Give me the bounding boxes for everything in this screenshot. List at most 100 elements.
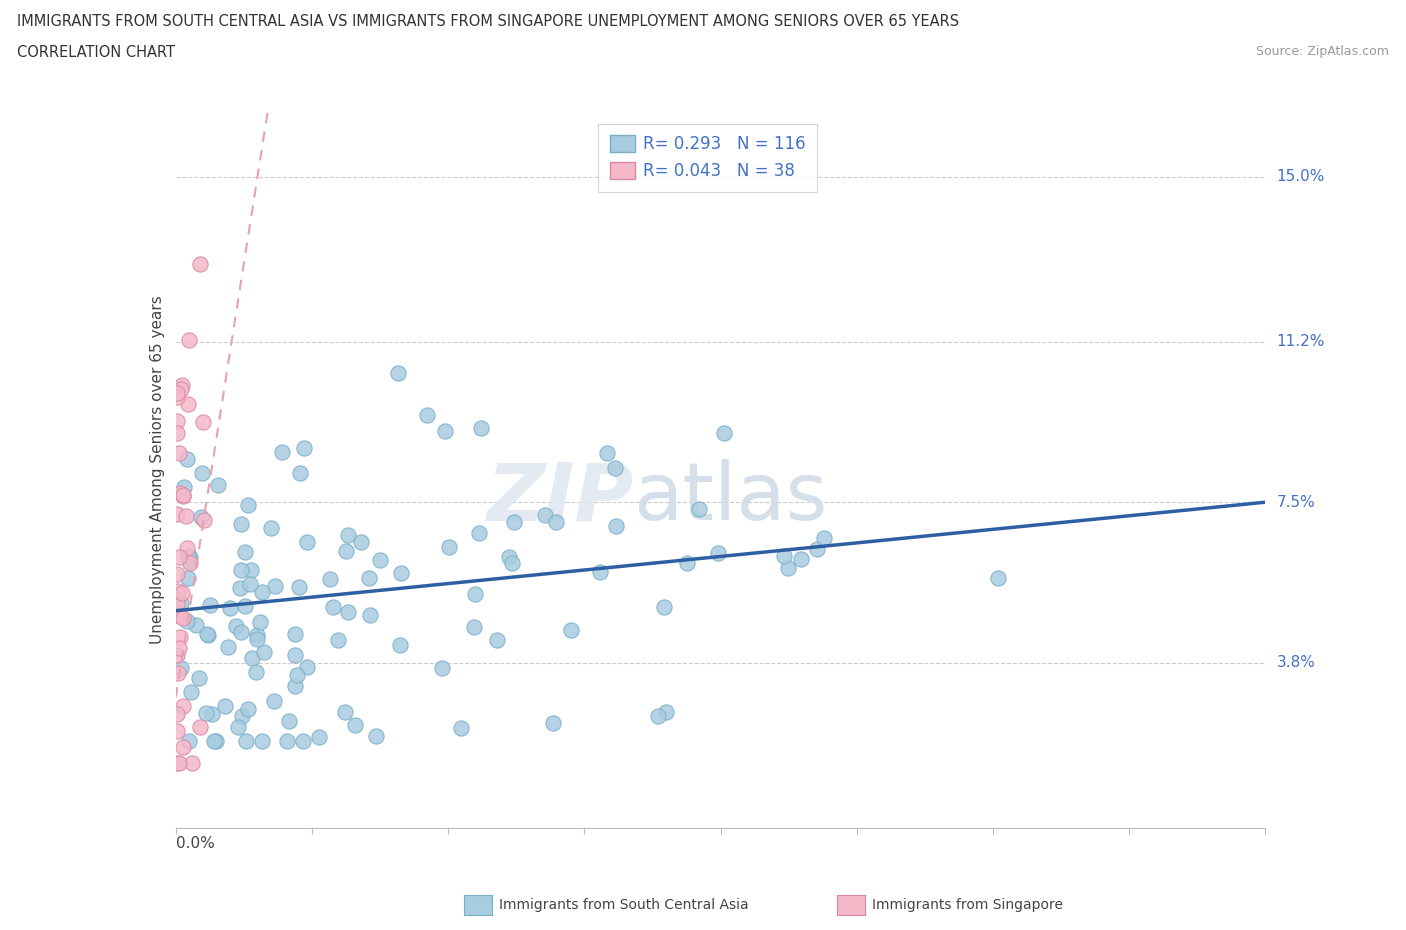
Point [464,587,486,602]
Point [188,257,211,272]
Text: 7.5%: 7.5% [1277,495,1315,510]
Point [328,633,350,648]
Point [179,550,201,565]
Point [240,563,263,578]
Point [235,599,257,614]
Point [233,545,256,560]
Point [167,608,190,623]
Point [546,515,568,530]
Point [501,556,523,571]
Point [174,508,197,523]
Point [502,514,524,529]
Point [534,508,557,523]
Point [236,701,259,716]
Point [647,709,669,724]
Point [288,466,311,481]
Point [166,666,188,681]
Point [173,479,195,494]
Point [264,578,287,593]
Point [166,566,188,581]
Point [249,615,271,630]
Point [364,729,387,744]
Point [169,486,191,501]
Text: ZIP: ZIP [486,459,633,538]
Point [806,541,828,556]
Point [176,540,198,555]
Text: 0.0%: 0.0% [176,836,215,851]
Point [170,661,193,676]
Point [387,365,409,380]
Point [498,550,520,565]
Point [167,549,190,564]
Point [284,678,307,693]
Text: IMMIGRANTS FROM SOUTH CENTRAL ASIA VS IMMIGRANTS FROM SINGAPORE UNEMPLOYMENT AMO: IMMIGRANTS FROM SOUTH CENTRAL ASIA VS IM… [17,14,959,29]
Point [170,378,193,392]
Point [173,489,195,504]
Point [246,632,269,647]
Point [486,632,509,647]
Point [201,707,224,722]
Point [226,720,249,735]
Point [177,397,200,412]
Point [176,614,198,629]
Point [560,623,582,638]
Point [416,408,439,423]
Point [236,497,259,512]
Point [463,619,485,634]
Point [288,580,311,595]
Point [322,599,344,614]
Point [370,553,392,568]
Point [176,570,198,585]
Point [195,626,218,641]
Point [176,451,198,466]
Point [776,561,799,576]
Point [235,734,257,749]
Point [166,390,188,405]
Point [292,440,315,455]
Point [285,668,308,683]
Point [772,549,794,564]
Point [177,734,200,749]
Point [166,724,188,738]
Point [652,600,675,615]
Point [197,628,219,643]
Point [172,698,194,713]
Point [434,423,457,438]
Point [813,530,835,545]
Point [193,415,215,430]
Point [336,604,359,619]
Point [335,544,357,559]
Point [541,716,564,731]
Point [790,551,813,566]
Point [170,585,193,600]
Text: atlas: atlas [633,459,828,538]
Text: CORRELATION CHART: CORRELATION CHART [17,45,174,60]
Point [172,611,194,626]
Point [277,713,299,728]
Point [359,570,381,585]
Point [181,755,204,770]
Point [1281,411,1303,426]
Point [184,618,207,632]
Point [297,659,319,674]
Point [205,734,228,749]
Point [225,618,247,633]
Point [207,477,229,492]
Point [229,624,252,639]
Point [167,641,190,656]
Point [202,734,225,749]
Point [187,671,209,685]
Point [337,527,360,542]
Point [605,519,627,534]
Point [167,755,190,770]
Point [172,488,194,503]
Point [177,548,200,563]
Point [308,729,330,744]
Point [450,720,472,735]
Point [190,510,212,525]
Point [166,413,188,428]
Point [180,684,202,699]
Point [253,644,276,659]
Point [229,580,252,595]
Point [688,501,710,516]
